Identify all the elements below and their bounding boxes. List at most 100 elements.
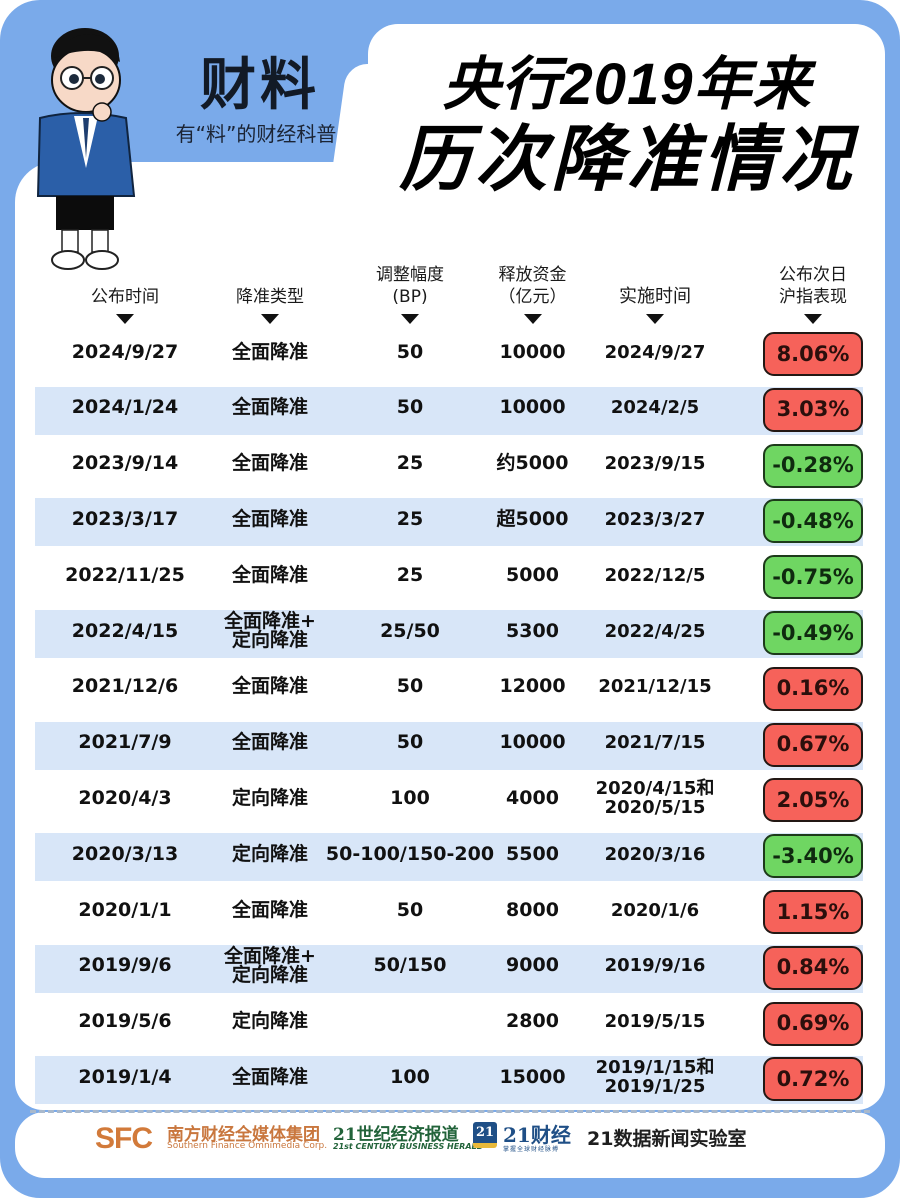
effective-date-cell: 2023/9/15 bbox=[604, 453, 706, 475]
cut-type-cell: 全面降准+ 定向降准 bbox=[224, 610, 316, 651]
sfc-name: 南方财经全媒体集团 bbox=[167, 1125, 320, 1145]
row-background bbox=[35, 498, 863, 547]
released-funds-cell: 8000 bbox=[506, 898, 559, 921]
announce-date-cell: 2022/4/15 bbox=[71, 619, 179, 642]
effective-date-cell: 2019/5/15 bbox=[604, 1011, 706, 1033]
released-funds-cell: 超5000 bbox=[496, 507, 569, 530]
column-header-effective-date: 实施时间 bbox=[580, 262, 730, 324]
sh-index-badge: -0.75% bbox=[763, 555, 863, 600]
effective-date-cell: 2019/9/16 bbox=[604, 955, 706, 977]
table-row: 2019/1/4 全面降准 100 15000 2019/1/15和 2019/1/25… bbox=[35, 1049, 865, 1105]
down-arrow-icon bbox=[401, 314, 419, 324]
cut-type-cell: 全面降准 bbox=[231, 898, 308, 921]
sh-index-badge: -0.49% bbox=[763, 611, 863, 655]
effective-date-cell: 2022/4/25 bbox=[604, 620, 706, 642]
down-arrow-icon bbox=[261, 314, 279, 324]
sh-index-badge: 0.69% bbox=[763, 1001, 863, 1046]
table-row: 2023/9/14 全面降准 25 约5000 2023/9/15 -0.28% bbox=[35, 436, 865, 492]
cut-type-cell: 定向降准 bbox=[231, 786, 308, 809]
sh-index-cell: 1.15% bbox=[763, 882, 863, 938]
effective-date-cell: 2024/9/27 bbox=[604, 341, 706, 363]
table-row: 2021/7/9 全面降准 50 10000 2021/7/15 0.67% bbox=[35, 715, 865, 771]
cut-type-cell: 全面降准 bbox=[231, 340, 308, 363]
table-row: 2024/1/24 全面降准 50 10000 2024/2/5 3.03% bbox=[35, 380, 865, 436]
cut-type-cell: 全面降准+ 定向降准 bbox=[224, 944, 316, 986]
21caijing-icon: 21 bbox=[473, 1122, 497, 1148]
down-arrow-icon bbox=[804, 314, 822, 324]
cut-type-cell: 全面降准 bbox=[231, 675, 308, 698]
sh-index-cell: 8.06% bbox=[763, 324, 863, 380]
data-lab-name: 21数据新闻实验室 bbox=[587, 1128, 747, 1150]
21cbh-name-en: 21st CENTURY BUSINESS HERALD bbox=[333, 1142, 484, 1151]
cut-type-cell: 全面降准 bbox=[231, 452, 308, 475]
table-row: 2022/4/15 全面降准+ 定向降准 25/50 5300 2022/4/25 -0.… bbox=[35, 603, 865, 659]
sh-index-badge: 3.03% bbox=[763, 387, 863, 432]
adjustment-bp-cell: 50 bbox=[396, 731, 424, 754]
cut-type-cell: 定向降准 bbox=[231, 1010, 308, 1033]
effective-date-cell: 2019/1/15和 2019/1/25 bbox=[595, 1057, 715, 1098]
released-funds-cell: 5500 bbox=[506, 842, 559, 865]
adjustment-bp-cell: 25 bbox=[396, 563, 424, 586]
cut-type-cell: 全面降准 bbox=[231, 731, 308, 754]
adjustment-bp-cell: 50 bbox=[396, 396, 424, 419]
table-row: 2019/5/6 定向降准 2800 2019/5/15 0.69% bbox=[35, 994, 865, 1050]
title-line-1: 央行2019年来 bbox=[442, 52, 812, 117]
sh-index-cell: 0.16% bbox=[763, 659, 863, 715]
column-header-announce-date: 公布时间 bbox=[35, 262, 215, 324]
released-funds-cell: 5000 bbox=[506, 563, 559, 586]
row-background bbox=[35, 721, 863, 770]
sh-index-cell: 0.72% bbox=[763, 1049, 863, 1105]
announce-date-cell: 2021/7/9 bbox=[78, 731, 172, 754]
sh-index-badge: -3.40% bbox=[763, 834, 863, 879]
effective-date-cell: 2020/4/15和 2020/5/15 bbox=[595, 778, 715, 819]
sh-index-badge: 1.15% bbox=[763, 890, 863, 934]
sh-index-badge: 8.06% bbox=[763, 332, 863, 376]
sh-index-cell: 2.05% bbox=[763, 770, 863, 826]
sfc-logo: SFC bbox=[95, 1122, 153, 1155]
cut-type-cell: 全面降准 bbox=[231, 563, 308, 586]
table-row: 2021/12/6 全面降准 50 12000 2021/12/15 0.16% bbox=[35, 659, 865, 715]
released-funds-cell: 10000 bbox=[499, 731, 566, 754]
headline-card bbox=[368, 24, 885, 184]
released-funds-cell: 10000 bbox=[499, 340, 566, 363]
dashed-divider bbox=[30, 1110, 870, 1113]
adjustment-bp-cell: 50 bbox=[396, 898, 424, 921]
adjustment-bp-cell: 50/150 bbox=[373, 954, 447, 977]
sh-index-cell: -0.75% bbox=[763, 547, 863, 603]
sh-index-cell: 0.67% bbox=[763, 715, 863, 771]
cut-type-cell: 全面降准 bbox=[231, 396, 308, 419]
released-funds-cell: 15000 bbox=[499, 1065, 566, 1088]
table-row: 2023/3/17 全面降准 25 超5000 2023/3/27 -0.48% bbox=[35, 491, 865, 547]
row-background bbox=[35, 610, 863, 658]
row-background bbox=[35, 833, 863, 882]
column-header-sh-index: 公布次日 沪指表现 bbox=[763, 262, 863, 324]
adjustment-bp-cell: 100 bbox=[390, 786, 430, 809]
column-header-cut-type: 降准类型 bbox=[215, 262, 325, 324]
brand-tagline: 有“料”的财经科普 bbox=[175, 122, 337, 146]
title-line-2: 历次降准情况 bbox=[398, 120, 855, 200]
announce-date-cell: 2021/12/6 bbox=[71, 675, 179, 698]
row-background bbox=[35, 1056, 863, 1105]
21cbh-logo: 21世纪经济报道 bbox=[333, 1125, 459, 1145]
announce-date-cell: 2019/9/6 bbox=[78, 954, 172, 977]
sh-index-badge: 0.84% bbox=[763, 945, 863, 990]
down-arrow-icon bbox=[116, 314, 134, 324]
effective-date-cell: 2024/2/5 bbox=[610, 397, 700, 419]
sh-index-badge: 2.05% bbox=[763, 778, 863, 823]
sh-index-cell: -3.40% bbox=[763, 826, 863, 882]
table-row: 2020/4/3 定向降准 100 4000 2020/4/15和 2020/5/15 2… bbox=[35, 770, 865, 826]
released-funds-cell: 4000 bbox=[506, 786, 559, 809]
adjustment-bp-cell: 50 bbox=[396, 340, 424, 363]
mascot-illustration bbox=[36, 28, 136, 270]
down-arrow-icon bbox=[523, 314, 542, 324]
adjustment-bp-cell bbox=[325, 994, 495, 1050]
sh-index-cell: 0.84% bbox=[763, 938, 863, 994]
announce-date-cell: 2023/3/17 bbox=[71, 507, 179, 530]
row-background bbox=[35, 386, 863, 435]
adjustment-bp-cell: 50-100/150-200 bbox=[325, 842, 495, 865]
row-background bbox=[35, 944, 863, 993]
announce-date-cell: 2020/3/13 bbox=[71, 842, 179, 865]
page-title: 央行2019年来 历次降准情况 bbox=[372, 52, 882, 202]
sh-index-badge: -0.48% bbox=[763, 499, 863, 544]
footer-card bbox=[15, 1112, 885, 1178]
